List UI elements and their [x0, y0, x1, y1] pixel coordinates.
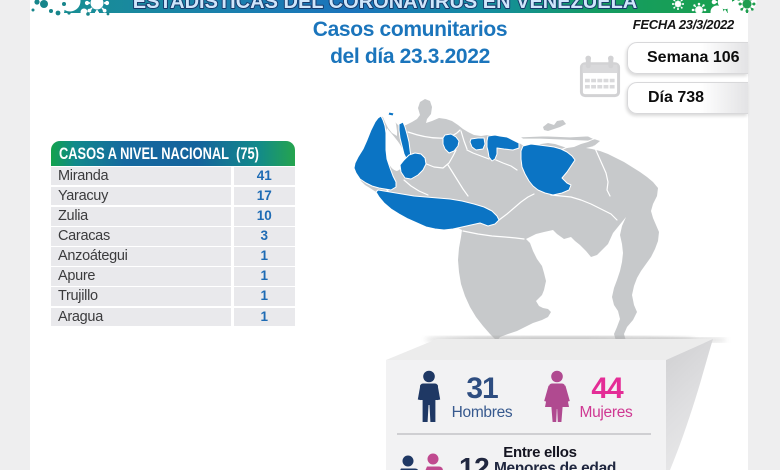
svg-text:12: 12 [459, 452, 489, 470]
svg-text:ESTADÍSTICAS DEL CORONAVIRUS E: ESTADÍSTICAS DEL CORONAVIRUS EN VENEZUEL… [133, 0, 638, 13]
svg-text:Mujeres: Mujeres [579, 404, 633, 421]
svg-text:Entre ellos: Entre ellos [503, 444, 576, 461]
svg-text:44: 44 [591, 372, 624, 405]
svg-text:Hombres: Hombres [452, 404, 513, 421]
svg-text:31: 31 [466, 372, 498, 405]
svg-text:Menores de edad: Menores de edad [494, 460, 616, 470]
